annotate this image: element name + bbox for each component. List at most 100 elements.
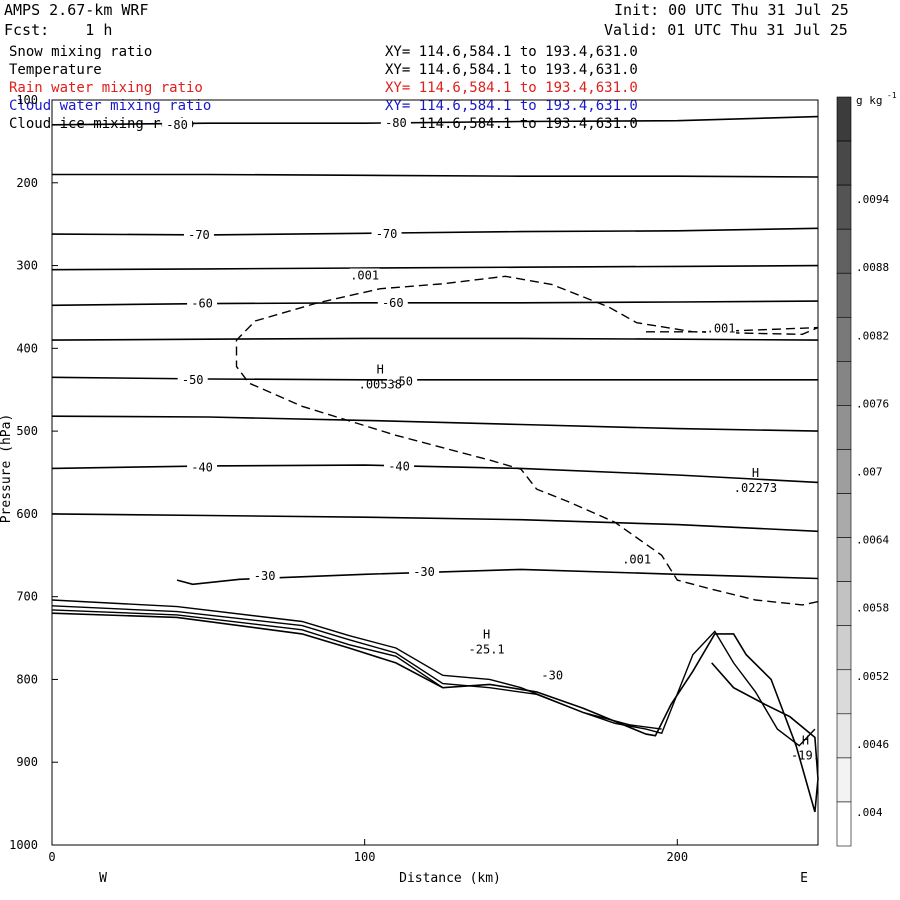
colorbar-swatch	[836, 669, 852, 715]
contour-label-bg	[183, 227, 214, 241]
extremum-value: .02273	[734, 481, 777, 495]
contour-label: -40	[191, 461, 213, 475]
colorbar-label: .0064	[856, 534, 889, 547]
colorbar-swatch	[836, 449, 852, 494]
terrain-contour-line	[51, 599, 816, 747]
contour-label: -70	[376, 227, 398, 241]
forecast-hour: Fcst: 1 h	[4, 21, 113, 39]
contour-label: -30	[541, 668, 563, 682]
isotherm-line	[51, 300, 819, 307]
contour-label: -80	[385, 116, 407, 130]
isotherm-line	[52, 173, 819, 178]
extremum-value: -25.1	[469, 642, 505, 656]
isotherm-line	[51, 227, 819, 236]
contour-label-bg	[349, 268, 380, 282]
contour-label-bg	[409, 564, 440, 578]
colorbar-swatch	[836, 96, 852, 142]
extremum-mark: H	[377, 362, 384, 376]
colorbar-label: .0046	[856, 738, 889, 751]
colorbar-unit: g kg	[856, 94, 883, 107]
colorbar-swatch	[836, 184, 852, 230]
y-tick-label: 1000	[9, 838, 38, 852]
contour-label: -80	[166, 118, 188, 132]
x-tick-label: 100	[354, 850, 376, 864]
colorbar-label: .007	[856, 466, 883, 479]
isotherm-line	[51, 264, 819, 271]
field-xy-range: XY= 114.6,584.1 to 193.4,631.0	[385, 44, 638, 60]
colorbar-swatch	[836, 228, 852, 274]
valid-time: Valid: 01 UTC Thu 31 Jul 25	[604, 21, 848, 39]
contour-label: -60	[382, 296, 404, 310]
contour-label-bg	[384, 459, 415, 473]
y-tick-label: 600	[16, 507, 38, 521]
y-tick-label: 400	[16, 341, 38, 355]
contour-label: -40	[388, 460, 410, 474]
y-tick-label: 200	[16, 176, 38, 190]
colorbar-label: .0094	[856, 193, 889, 206]
isotherm-line	[51, 376, 818, 381]
contour-label-bg	[706, 321, 737, 335]
colorbar-label: .0052	[856, 670, 889, 683]
y-tick-label: 300	[16, 259, 38, 273]
colorbar-swatch	[836, 272, 852, 318]
y-axis-label: Pressure (hPa)	[0, 414, 14, 524]
west-label: W	[99, 871, 107, 886]
colorbar-swatch	[836, 713, 852, 759]
colorbar-swatch	[836, 625, 852, 671]
x-tick-label: 0	[48, 850, 55, 864]
isotherm-line	[51, 415, 819, 432]
contour-label: .001	[622, 552, 651, 566]
contour-label: .001	[350, 268, 379, 282]
x-axis-label: Distance (km)	[399, 871, 501, 886]
x-tick-label: 200	[666, 850, 688, 864]
terrain-outline	[51, 612, 819, 813]
extremum-mark: H	[483, 627, 490, 641]
field-name: Cloud water mixing ratio	[9, 98, 212, 114]
contour-label-bg	[621, 552, 652, 566]
field-xy-range: XY= 114.6,584.1 to 193.4,631.0	[385, 98, 638, 114]
snow-contour-line	[235, 275, 819, 606]
colorbar-swatch	[836, 316, 852, 362]
plot-frame	[51, 99, 819, 846]
colorbar-swatch	[836, 537, 852, 582]
contour-label: -30	[254, 569, 276, 583]
colorbar-label: .0088	[856, 261, 889, 274]
contour-label-bg	[377, 295, 408, 309]
field-xy-range: XY= 114.6,584.1 to 193.4,631.0	[385, 80, 638, 96]
contour-label: .001	[707, 321, 736, 335]
colorbar-swatch	[836, 493, 852, 538]
isotherm-line	[51, 337, 819, 341]
y-tick-label: 100	[16, 93, 38, 107]
field-name: Rain water mixing ratio	[9, 80, 203, 96]
contour-label-bg	[187, 296, 218, 310]
colorbar-label: .004	[856, 806, 883, 819]
field-xy-range: XY= 114.6,584.1 to 193.4,631.0	[385, 62, 638, 78]
isotherm-line	[51, 464, 819, 484]
extremum-mark: H	[752, 466, 759, 480]
colorbar-swatch	[836, 757, 852, 803]
colorbar-unit-exponent: -1	[887, 91, 897, 100]
isotherm-line	[51, 513, 819, 533]
contour-label: -50	[391, 374, 413, 388]
y-tick-label: 500	[16, 424, 38, 438]
field-name: Temperature	[9, 62, 102, 78]
colorbar-label: .0076	[856, 397, 889, 410]
contour-label-bg	[177, 372, 208, 386]
isotherm-line	[176, 568, 819, 586]
contour-label-bg	[162, 117, 193, 131]
contour-label-bg	[187, 460, 218, 474]
contour-label-bg	[387, 374, 418, 388]
contour-label-bg	[371, 227, 402, 241]
colorbar-swatch	[836, 361, 852, 406]
extremum-mark: H	[802, 733, 809, 747]
colorbar-swatch	[836, 801, 852, 847]
contour-label-bg	[249, 568, 280, 582]
extremum-value: .00538	[359, 377, 402, 391]
y-tick-label: 700	[16, 590, 38, 604]
colorbar-swatch	[836, 405, 852, 450]
contour-label: -70	[188, 228, 210, 242]
colorbar-label: .0082	[856, 329, 889, 342]
y-tick-label: 800	[16, 672, 38, 686]
colorbar-swatch	[836, 140, 852, 186]
